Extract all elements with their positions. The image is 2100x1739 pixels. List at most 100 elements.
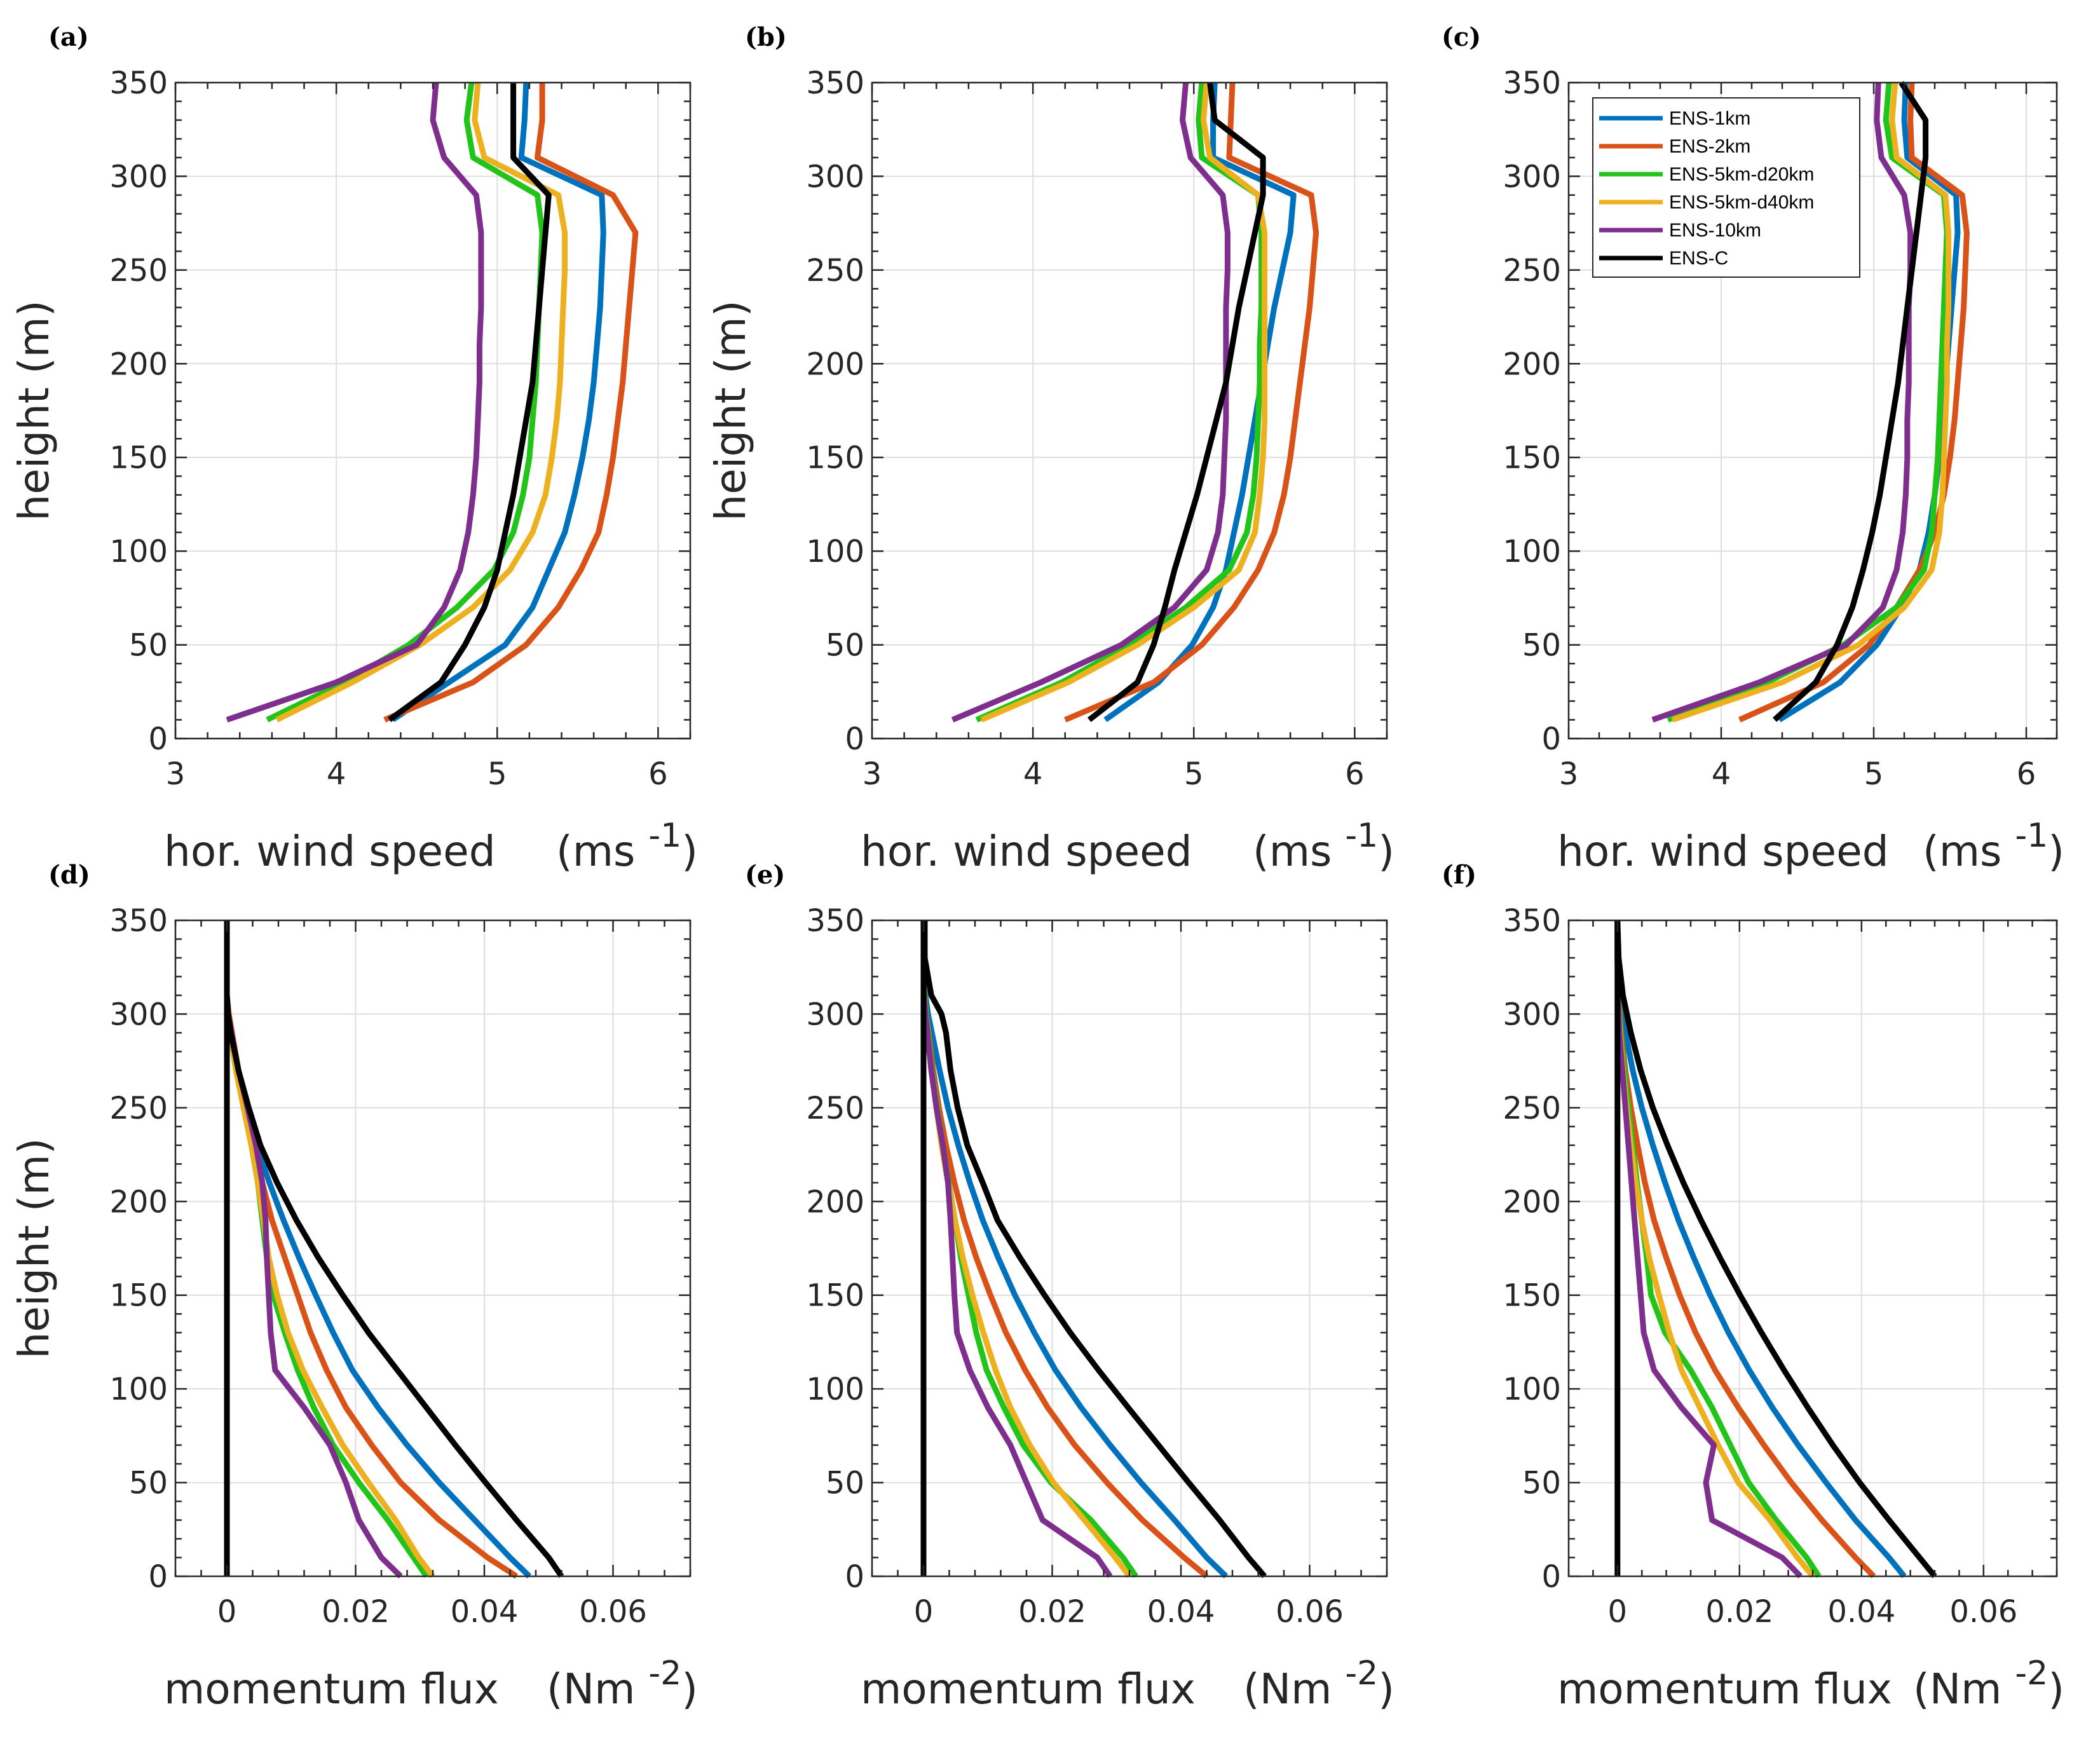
series-line-ens-1km	[1614, 920, 1907, 1578]
legend-label-ens-5km-d20km: ENS-5km-d20km	[1669, 164, 1814, 185]
y-tick-label: 200	[109, 1184, 168, 1220]
y-tick-label: 200	[109, 346, 168, 382]
x-axis-unit: (Nm -2)	[1913, 1654, 2064, 1714]
y-tick-label: 150	[1503, 1278, 1561, 1314]
series-line-ens-5km-d40km	[1671, 82, 1952, 723]
series-line-ens-2km	[383, 83, 639, 723]
axes-frame	[174, 81, 692, 740]
series-line-ens-c	[388, 83, 552, 723]
y-tick-label: 300	[1503, 997, 1561, 1032]
x-axis-label: momentum flux	[164, 1665, 499, 1714]
series-line-ens-2km	[224, 920, 519, 1579]
y-axis-label: height (m)	[10, 300, 58, 521]
x-tick-label: 0	[1608, 1594, 1628, 1630]
series-line-ens-5km-d40km	[224, 920, 435, 1578]
y-tick-label: 250	[1503, 253, 1561, 289]
y-tick-label: 300	[109, 997, 168, 1032]
x-tick-label: 0.06	[1276, 1594, 1344, 1630]
x-tick-label: 6	[1345, 756, 1365, 792]
x-axis-label: momentum flux	[861, 1665, 1196, 1714]
y-tick-label: 300	[806, 159, 864, 194]
y-tick-label: 250	[1503, 1091, 1561, 1126]
y-tick-label: 300	[806, 997, 864, 1032]
series-line-ens-c	[922, 920, 1267, 1578]
y-tick-label: 50	[1522, 628, 1561, 664]
series-line-ens-10km	[951, 82, 1231, 723]
legend-label-ens-5km-d40km: ENS-5km-d40km	[1669, 192, 1814, 213]
series-line-ens-c	[1772, 81, 1929, 722]
y-tick-label: 100	[1503, 1372, 1561, 1407]
x-axis-label: momentum flux	[1557, 1665, 1892, 1714]
x-tick-label: 0.02	[322, 1594, 390, 1630]
panel-label: (e)	[745, 860, 785, 890]
y-tick-label: 150	[1503, 440, 1561, 476]
y-tick-label: 300	[1503, 159, 1561, 194]
x-tick-label: 5	[1184, 756, 1204, 792]
x-tick-label: 0.04	[451, 1594, 519, 1630]
x-tick-label: 6	[648, 756, 668, 792]
legend: ENS-1km ENS-2km ENS-5km-d20km ENS-5km-d40km…	[1592, 97, 1860, 278]
panel-a: 0 50 100 150 200 250 300 350 3 4 5 6 (a) hor. wind sp…	[10, 22, 698, 876]
panel-f: 0 50 100 150 200 250 300 350 0 0.02 0.04 0.06 (f) mom…	[1442, 860, 2064, 1714]
y-tick-label: 200	[1503, 346, 1561, 382]
y-axis-label: height (m)	[10, 1138, 58, 1358]
y-tick-label: 50	[1522, 1466, 1561, 1501]
panel-e: 0 50 100 150 200 250 300 350 0 0.02 0.04 0.06 (e) mom…	[745, 860, 1394, 1714]
panel-d: 0 50 100 150 200 250 300 350 0 0.02 0.04 0.06 (d) mom…	[10, 860, 698, 1714]
y-tick-label: 50	[826, 628, 864, 664]
y-tick-label: 100	[1503, 534, 1561, 569]
y-tick-label: 250	[806, 1091, 864, 1126]
x-tick-label: 5	[488, 756, 507, 792]
y-tick-label: 350	[1503, 65, 1561, 101]
series-line-ens-2km	[920, 920, 1209, 1579]
y-tick-label: 300	[109, 159, 168, 194]
series-line-ens-10km	[226, 82, 484, 723]
y-tick-label: 200	[1503, 1184, 1561, 1220]
x-tick-label: 6	[2017, 756, 2036, 792]
y-tick-label: 0	[1541, 721, 1561, 757]
series-line-ens-1km	[391, 82, 606, 723]
x-tick-label: 0.04	[1147, 1594, 1215, 1630]
x-tick-label: 0.04	[1827, 1594, 1895, 1630]
y-tick-label: 0	[148, 1559, 168, 1595]
legend-label-ens-2km: ENS-2km	[1669, 136, 1750, 157]
x-tick-label: 0.02	[1705, 1594, 1773, 1630]
y-tick-label: 50	[129, 628, 168, 664]
x-tick-label: 4	[1023, 756, 1043, 792]
y-tick-label: 250	[109, 1091, 168, 1126]
y-tick-label: 0	[845, 1559, 864, 1595]
legend-box	[1592, 97, 1860, 278]
y-tick-label: 50	[129, 1466, 168, 1501]
panel-c: 0 50 100 150 200 250 300 350 3 4 5 6 (c) hor. wind sp…	[1442, 22, 2064, 876]
series-line-ens-5km-d40km	[980, 82, 1268, 723]
x-tick-label: 0.06	[579, 1594, 647, 1630]
y-tick-label: 0	[1541, 1559, 1561, 1595]
panel-label: (c)	[1442, 22, 1481, 52]
panel-label: (d)	[48, 860, 90, 890]
legend-label-ens-10km: ENS-10km	[1669, 220, 1761, 241]
x-tick-label: 0	[217, 1594, 237, 1630]
panel-label: (f)	[1442, 860, 1476, 890]
x-axis-unit: (ms -1)	[556, 817, 698, 876]
y-tick-label: 350	[1503, 903, 1561, 939]
x-axis-label: hor. wind speed	[861, 827, 1192, 876]
y-tick-label: 50	[826, 1466, 864, 1501]
series-line-ens-2km	[1064, 82, 1319, 723]
panel-label: (b)	[745, 22, 787, 52]
y-tick-label: 100	[109, 534, 168, 569]
y-tick-label: 100	[806, 1372, 864, 1407]
legend-label-ens-1km: ENS-1km	[1669, 108, 1750, 129]
x-tick-label: 0.02	[1018, 1594, 1086, 1630]
y-tick-label: 350	[806, 65, 864, 101]
series-line-ens-10km	[1651, 82, 1914, 723]
y-tick-label: 150	[109, 440, 168, 476]
x-tick-label: 5	[1864, 756, 1884, 792]
y-tick-label: 100	[806, 534, 864, 569]
panel-b: 0 50 100 150 200 250 300 350 3 4 5 6 (b) hor. wind sp…	[706, 22, 1394, 876]
y-tick-label: 350	[109, 65, 168, 101]
y-tick-label: 0	[845, 721, 864, 757]
y-tick-label: 350	[806, 903, 864, 939]
y-tick-label: 150	[806, 1278, 864, 1314]
x-axis-unit: (ms -1)	[1923, 817, 2064, 876]
